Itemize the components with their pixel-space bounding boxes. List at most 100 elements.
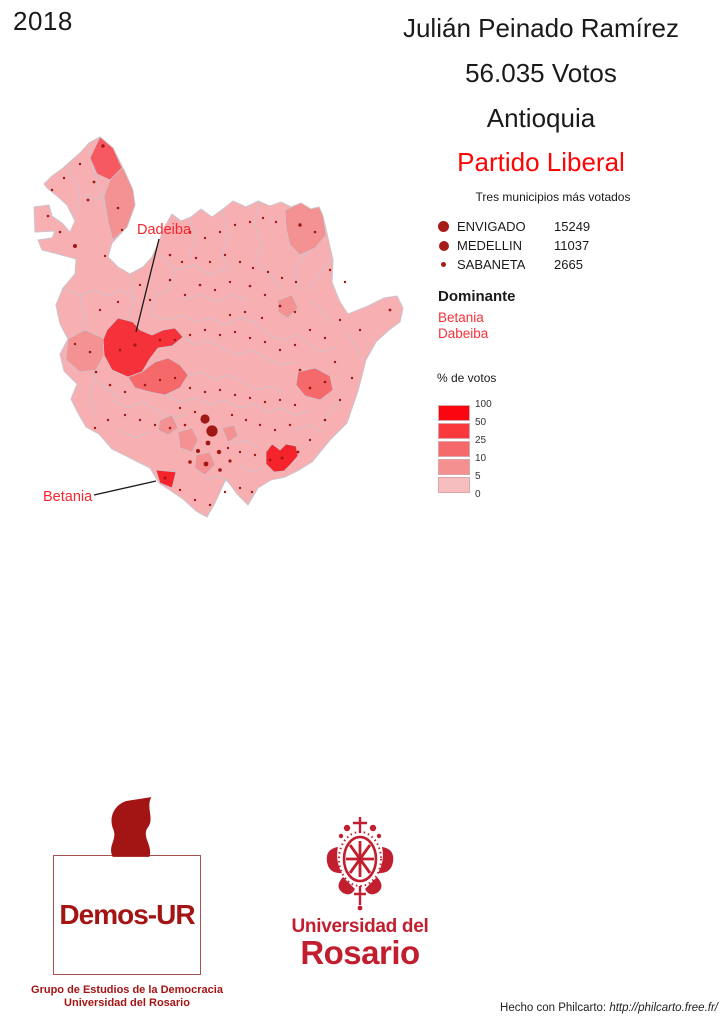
municipality-vote-dot bbox=[93, 426, 97, 430]
municipality-vote-dot bbox=[216, 449, 222, 455]
municipality-size-dot bbox=[438, 221, 449, 232]
municipality-border bbox=[187, 371, 243, 383]
municipality-vote-dot bbox=[238, 260, 242, 264]
municipality-vote-dot bbox=[120, 228, 124, 232]
municipality-vote-dot bbox=[58, 230, 62, 234]
municipality-vote-dot bbox=[293, 310, 297, 314]
municipality-vote-dot bbox=[188, 230, 192, 234]
municipality-vote-dot bbox=[248, 284, 252, 288]
municipality-vote-dot bbox=[248, 220, 252, 224]
municipality-votes: 11037 bbox=[554, 238, 590, 253]
scale-swatch bbox=[438, 477, 470, 493]
municipality-vote-dot bbox=[178, 406, 182, 410]
municipality-vote-dot bbox=[106, 418, 110, 422]
municipality-vote-dot bbox=[116, 206, 120, 210]
municipality-vote-dot bbox=[193, 410, 197, 414]
municipality-vote-dot bbox=[173, 376, 177, 380]
municipality-vote-dot bbox=[263, 340, 267, 344]
municipality-vote-dot bbox=[263, 400, 267, 404]
region-south-1 bbox=[177, 427, 199, 453]
municipality-border bbox=[204, 475, 229, 483]
municipality-vote-dot bbox=[243, 310, 247, 314]
municipality-border bbox=[297, 334, 336, 353]
municipality-vote-dot bbox=[274, 220, 278, 224]
credit-url: http://philcarto.free.fr/ bbox=[609, 1002, 718, 1014]
choropleth-map: Dadeiba Betania bbox=[33, 136, 404, 518]
dominante-item: Dabeiba bbox=[438, 325, 489, 341]
municipality-vote-dot bbox=[78, 162, 82, 166]
municipality-vote-dot bbox=[183, 293, 187, 297]
municipality-vote-dot bbox=[268, 458, 272, 462]
scale-tick-label: 100 bbox=[475, 399, 492, 410]
municipality-border bbox=[254, 321, 299, 341]
region-northeast-mid bbox=[284, 202, 327, 256]
demos-ur-logo: Demos-UR Grupo de Estudios de la Democra… bbox=[31, 797, 223, 1010]
municipality-vote-dot bbox=[98, 308, 102, 312]
municipality-vote-dot bbox=[50, 188, 54, 192]
municipality-vote-dot bbox=[196, 449, 200, 453]
municipality-vote-dot bbox=[180, 260, 184, 264]
municipality-vote-dot bbox=[308, 438, 312, 442]
municipality-border bbox=[149, 254, 176, 316]
municipality-vote-dot bbox=[73, 244, 77, 248]
municipality-vote-dot bbox=[388, 308, 392, 312]
municipality-vote-dot bbox=[213, 288, 217, 292]
municipality-votes: 2665 bbox=[554, 257, 583, 272]
municipality-border bbox=[182, 336, 223, 349]
scale-tick-label: 10 bbox=[475, 453, 487, 464]
color-scale-legend: 100 50 25 10 5 0 bbox=[438, 399, 548, 509]
rosario-crest-icon bbox=[326, 817, 394, 911]
municipality-vote-dot bbox=[168, 426, 172, 430]
municipality-vote-dot bbox=[183, 423, 187, 427]
scale-tick-label: 50 bbox=[475, 417, 487, 428]
municipality-vote-dot bbox=[118, 348, 122, 352]
municipality-vote-dot bbox=[188, 460, 192, 464]
municipality-border bbox=[239, 464, 263, 473]
region-east-dark bbox=[295, 367, 334, 401]
label-leader-line bbox=[135, 238, 160, 333]
municipality-border bbox=[241, 381, 285, 393]
municipality-vote-dot bbox=[203, 461, 209, 467]
scale-tick-label: 0 bbox=[475, 489, 481, 500]
philcarto-credit: Hecho con Philcarto: http://philcarto.fr… bbox=[500, 1002, 718, 1014]
municipality-vote-dot bbox=[244, 418, 248, 422]
universidad-rosario-logo: Universidad del Rosario bbox=[290, 813, 430, 969]
municipality-vote-dot bbox=[248, 396, 252, 400]
municipality-vote-dot bbox=[280, 456, 284, 460]
municipality-vote-dot bbox=[218, 333, 222, 337]
region-arm-mid bbox=[103, 167, 136, 241]
municipality-vote-dot bbox=[173, 338, 177, 342]
municipality-border bbox=[179, 294, 249, 303]
demos-caption-line1: Grupo de Estudios de la Democracia bbox=[31, 984, 223, 996]
region-center-mid bbox=[277, 294, 299, 319]
municipality-votes: 15249 bbox=[554, 219, 591, 234]
municipality-vote-dot bbox=[343, 280, 347, 284]
ballot-flag-icon bbox=[111, 797, 152, 857]
municipality-vote-dot bbox=[178, 488, 182, 492]
region-south-4 bbox=[221, 424, 239, 443]
scale-swatch bbox=[438, 423, 470, 439]
municipality-vote-dot bbox=[298, 223, 302, 227]
municipality-vote-dot bbox=[223, 253, 227, 257]
municipality-vote-dot bbox=[288, 423, 292, 427]
municipality-vote-dot bbox=[206, 425, 218, 437]
municipality-vote-dot bbox=[333, 360, 337, 364]
municipality-border bbox=[174, 264, 226, 276]
region-west-mid bbox=[65, 329, 105, 373]
municipality-vote-dot bbox=[103, 254, 107, 258]
municipality-vote-dot bbox=[88, 350, 92, 354]
municipality-vote-dot bbox=[323, 380, 327, 384]
municipality-vote-dot bbox=[308, 328, 312, 332]
municipality-vote-dot bbox=[138, 283, 142, 287]
dominante-title: Dominante bbox=[438, 288, 516, 305]
municipality-vote-dot bbox=[298, 368, 302, 372]
municipality-vote-dot bbox=[266, 270, 270, 274]
municipality-vote-dot bbox=[350, 376, 354, 380]
municipality-vote-dot bbox=[296, 450, 300, 454]
municipality-vote-dot bbox=[308, 386, 312, 390]
municipality-border bbox=[164, 394, 211, 406]
municipality-vote-dot bbox=[278, 304, 282, 308]
municipality-border bbox=[265, 357, 297, 366]
municipality-vote-dot bbox=[94, 370, 98, 374]
municipality-vote-dot bbox=[158, 338, 162, 342]
